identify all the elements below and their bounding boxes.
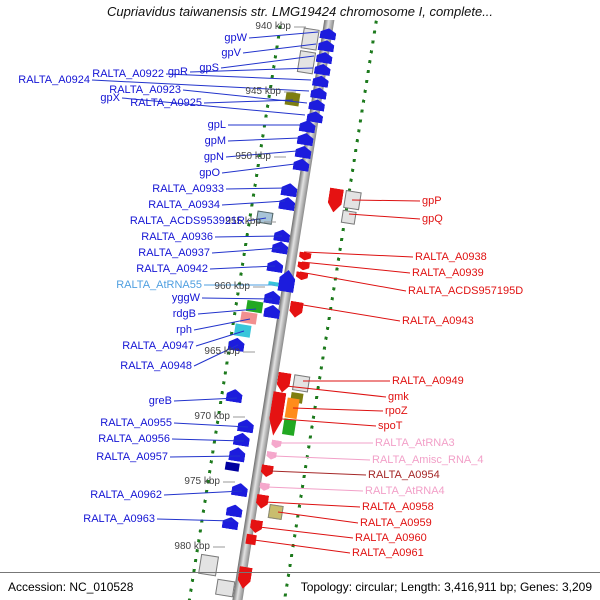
- gene-glyph[interactable]: [266, 259, 284, 273]
- gene-glyph[interactable]: [225, 388, 243, 403]
- gene-label[interactable]: yggW: [171, 292, 200, 304]
- gene-label[interactable]: RALTA_A0934: [148, 199, 220, 211]
- gene-label[interactable]: gpX: [100, 92, 120, 104]
- rna-label[interactable]: RALTA_AtRNA3: [375, 437, 455, 449]
- gene-glyph[interactable]: [224, 461, 240, 472]
- gene-label[interactable]: RALTA_A0954: [368, 469, 440, 481]
- gene-label[interactable]: gpP: [422, 195, 442, 207]
- gene-label[interactable]: gpS: [199, 62, 219, 74]
- gene-glyph[interactable]: [300, 27, 320, 51]
- gene-label[interactable]: rdgB: [172, 308, 196, 320]
- topology-text: Topology: circular; Length: 3,416,911 bp…: [300, 579, 592, 594]
- gene-glyph[interactable]: [284, 397, 300, 420]
- gene-glyph[interactable]: [245, 533, 257, 546]
- status-bar: Accession: NC_010528 Topology: circular;…: [0, 572, 600, 600]
- gene-glyph[interactable]: [260, 464, 274, 478]
- ruler-tick-label: 975 kbp: [184, 476, 220, 487]
- gene-label[interactable]: gpV: [221, 47, 241, 59]
- rna-glyph[interactable]: [268, 281, 279, 287]
- ruler-tick-label: 960 kbp: [214, 281, 250, 292]
- gene-glyph[interactable]: [295, 271, 308, 281]
- gene-glyph[interactable]: [297, 261, 310, 271]
- gene-label[interactable]: gpN: [203, 151, 224, 163]
- gene-label[interactable]: gmk: [388, 391, 409, 403]
- gene-glyph[interactable]: [340, 209, 357, 225]
- gene-glyph[interactable]: [288, 301, 303, 319]
- gene-label[interactable]: RALTA_A0924: [18, 74, 90, 86]
- gene-glyph[interactable]: [233, 323, 252, 338]
- gene-label[interactable]: gpO: [199, 167, 220, 179]
- gene-label[interactable]: RALTA_A0923: [109, 84, 181, 96]
- ruler-tick-label: 980 kbp: [174, 541, 210, 552]
- gene-glyph[interactable]: [326, 188, 344, 214]
- gene-label[interactable]: RALTA_A0925: [130, 97, 202, 109]
- gene-glyph[interactable]: [222, 516, 240, 530]
- gene-glyph[interactable]: [226, 503, 244, 517]
- gene-glyph[interactable]: [228, 446, 246, 462]
- gene-glyph[interactable]: [267, 503, 284, 521]
- ruler-tick-label: 940 kbp: [255, 21, 291, 32]
- rna-label[interactable]: RALTA_Amisc_RNA_4: [372, 454, 484, 466]
- rna-label[interactable]: RALTA_AtRNA4: [365, 485, 445, 497]
- gene-glyph[interactable]: [278, 196, 296, 211]
- rna-glyph[interactable]: [271, 440, 282, 449]
- gene-label[interactable]: RALTA_A0949: [392, 375, 464, 387]
- gene-label[interactable]: gpW: [224, 32, 247, 44]
- gene-label[interactable]: RALTA_A0963: [83, 513, 155, 525]
- rna-glyph[interactable]: [266, 451, 277, 460]
- accession-text: Accession: NC_010528: [8, 579, 134, 594]
- gene-glyph[interactable]: [343, 190, 362, 211]
- rna-label[interactable]: RALTA_AtRNA55: [116, 279, 202, 291]
- gene-label[interactable]: RALTA_A0959: [360, 517, 432, 529]
- gene-label[interactable]: RALTA_A0947: [122, 340, 194, 352]
- gene-label[interactable]: spoT: [378, 420, 403, 432]
- gene-label[interactable]: RALTA_A0957: [96, 451, 168, 463]
- gene-label[interactable]: RALTA_ACDS957195D: [408, 285, 524, 297]
- gene-label[interactable]: rpoZ: [385, 405, 408, 417]
- gene-glyph[interactable]: [281, 418, 297, 436]
- gene-glyph[interactable]: [233, 432, 251, 447]
- gene-label[interactable]: RALTA_A0958: [362, 501, 434, 513]
- gene-glyph[interactable]: [263, 290, 281, 305]
- gene-label[interactable]: RALTA_A0948: [120, 360, 192, 372]
- gene-glyph[interactable]: [298, 252, 311, 262]
- gene-label[interactable]: RALTA_A0956: [98, 433, 170, 445]
- gene-label[interactable]: greB: [148, 395, 172, 407]
- ruler-tick-label: 955 kbp: [225, 216, 261, 227]
- gene-label[interactable]: RALTA_A0938: [415, 251, 487, 263]
- gene-label[interactable]: RALTA_A0961: [352, 547, 424, 559]
- gene-glyph[interactable]: [237, 418, 255, 433]
- gene-label[interactable]: RALTA_A0942: [136, 263, 208, 275]
- gene-glyph[interactable]: [239, 311, 258, 325]
- gene-glyph[interactable]: [231, 482, 249, 497]
- gene-label[interactable]: RALTA_A0960: [355, 532, 427, 544]
- gene-label[interactable]: RALTA_A0922: [92, 68, 164, 80]
- gene-glyph[interactable]: [273, 228, 291, 242]
- gene-glyph[interactable]: [296, 50, 317, 75]
- ruler-tick-label: 945 kbp: [245, 86, 281, 97]
- gene-label[interactable]: gpM: [204, 135, 226, 147]
- gene-label[interactable]: RALTA_ACDS953921R: [129, 215, 245, 227]
- gene-glyph[interactable]: [271, 240, 289, 254]
- gene-label[interactable]: RALTA_A0933: [152, 183, 224, 195]
- gene-label[interactable]: RALTA_A0939: [412, 267, 484, 279]
- rna-glyph[interactable]: [259, 482, 270, 491]
- gene-label[interactable]: gpL: [207, 119, 226, 131]
- gene-label[interactable]: gpQ: [422, 213, 443, 225]
- ruler-tick-label: 965 kbp: [204, 346, 240, 357]
- ruler-tick-label: 970 kbp: [194, 411, 230, 422]
- gene-glyph[interactable]: [291, 374, 311, 393]
- ruler-tick-label: 950 kbp: [235, 151, 271, 162]
- gene-label[interactable]: RALTA_A0955: [100, 417, 172, 429]
- gene-label[interactable]: RALTA_A0937: [138, 247, 210, 259]
- gene-glyph[interactable]: [284, 91, 301, 107]
- gene-label[interactable]: RALTA_A0936: [141, 231, 213, 243]
- gene-label[interactable]: gpR: [167, 66, 188, 78]
- gene-label[interactable]: RALTA_A0962: [90, 489, 162, 501]
- gene-glyph[interactable]: [280, 182, 298, 197]
- gene-label[interactable]: RALTA_A0943: [402, 315, 474, 327]
- gene-label[interactable]: rph: [176, 324, 192, 336]
- page-title: Cupriavidus taiwanensis str. LMG19424 ch…: [106, 4, 494, 19]
